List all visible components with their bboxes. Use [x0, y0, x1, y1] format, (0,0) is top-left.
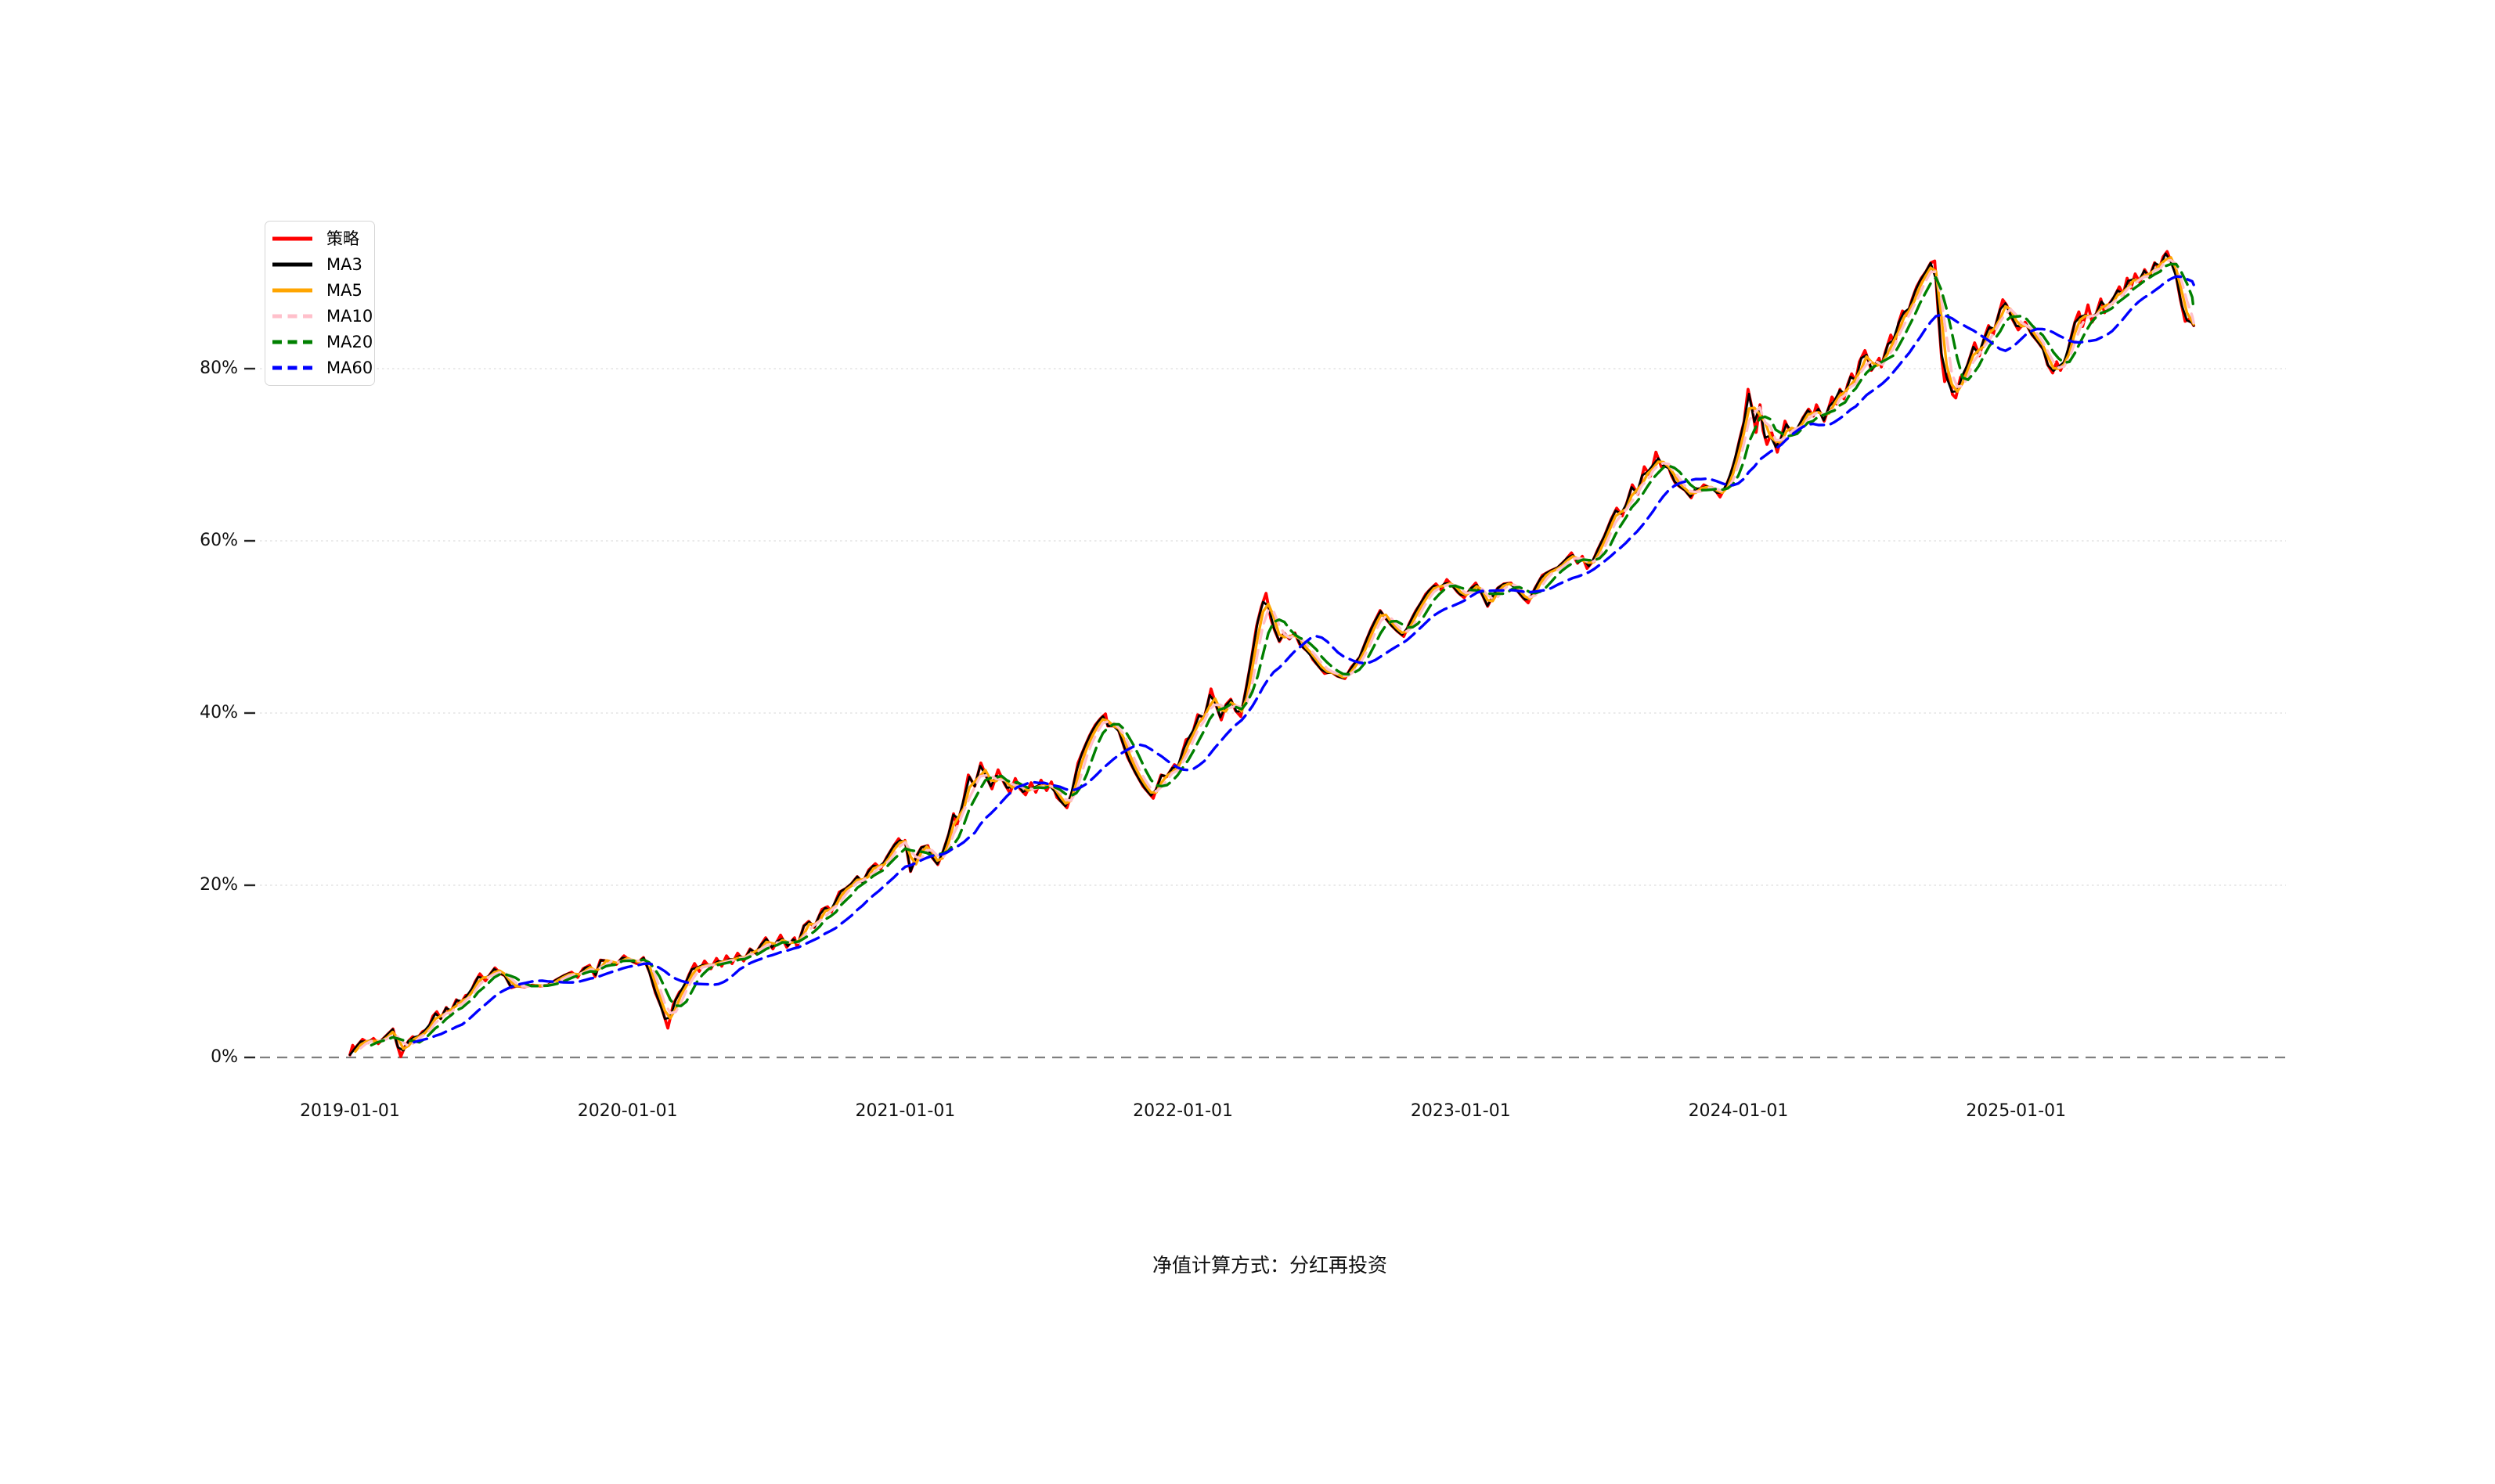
legend-line-sample [272, 262, 312, 267]
x-tick-label: 2021-01-01 [855, 1101, 956, 1121]
legend-item-ma3: MA3 [265, 252, 374, 278]
legend-label: MA60 [326, 358, 373, 377]
legend-box: 策略 MA3 MA5 MA10 MA20 MA60 [265, 221, 375, 386]
legend-line-sample [272, 314, 312, 319]
y-tick-label: 80% [200, 358, 238, 378]
legend-item-ma20: MA20 [265, 330, 374, 355]
y-tick-label: 40% [200, 703, 238, 722]
legend-label: MA3 [326, 254, 362, 274]
legend-label: MA5 [326, 280, 362, 300]
legend-label: MA10 [326, 306, 373, 326]
legend-line-sample [272, 236, 312, 241]
x-tick-label: 2025-01-01 [1966, 1101, 2067, 1121]
legend-item-strategy: 策略 [265, 226, 374, 252]
legend-line-sample [272, 340, 312, 344]
legend-label: 策略 [326, 229, 359, 248]
legend-item-ma60: MA60 [265, 355, 374, 381]
legend-line-sample [272, 366, 312, 370]
x-tick-label: 2023-01-01 [1410, 1101, 1511, 1121]
nav-calculation-note: 净值计算方式：分红再投资 [1152, 1254, 1387, 1277]
y-tick-label: 20% [200, 875, 238, 895]
y-tick-label: 60% [200, 531, 238, 550]
y-tick-label: 0% [211, 1047, 238, 1067]
x-tick-label: 2020-01-01 [577, 1101, 678, 1121]
x-tick-label: 2022-01-01 [1133, 1101, 1234, 1121]
legend-item-ma10: MA10 [265, 304, 374, 330]
legend-label: MA20 [326, 332, 373, 351]
x-tick-label: 2024-01-01 [1688, 1101, 1789, 1121]
legend-item-ma5: MA5 [265, 278, 374, 304]
x-tick-label: 2019-01-01 [300, 1101, 400, 1121]
legend-line-sample [272, 288, 312, 293]
